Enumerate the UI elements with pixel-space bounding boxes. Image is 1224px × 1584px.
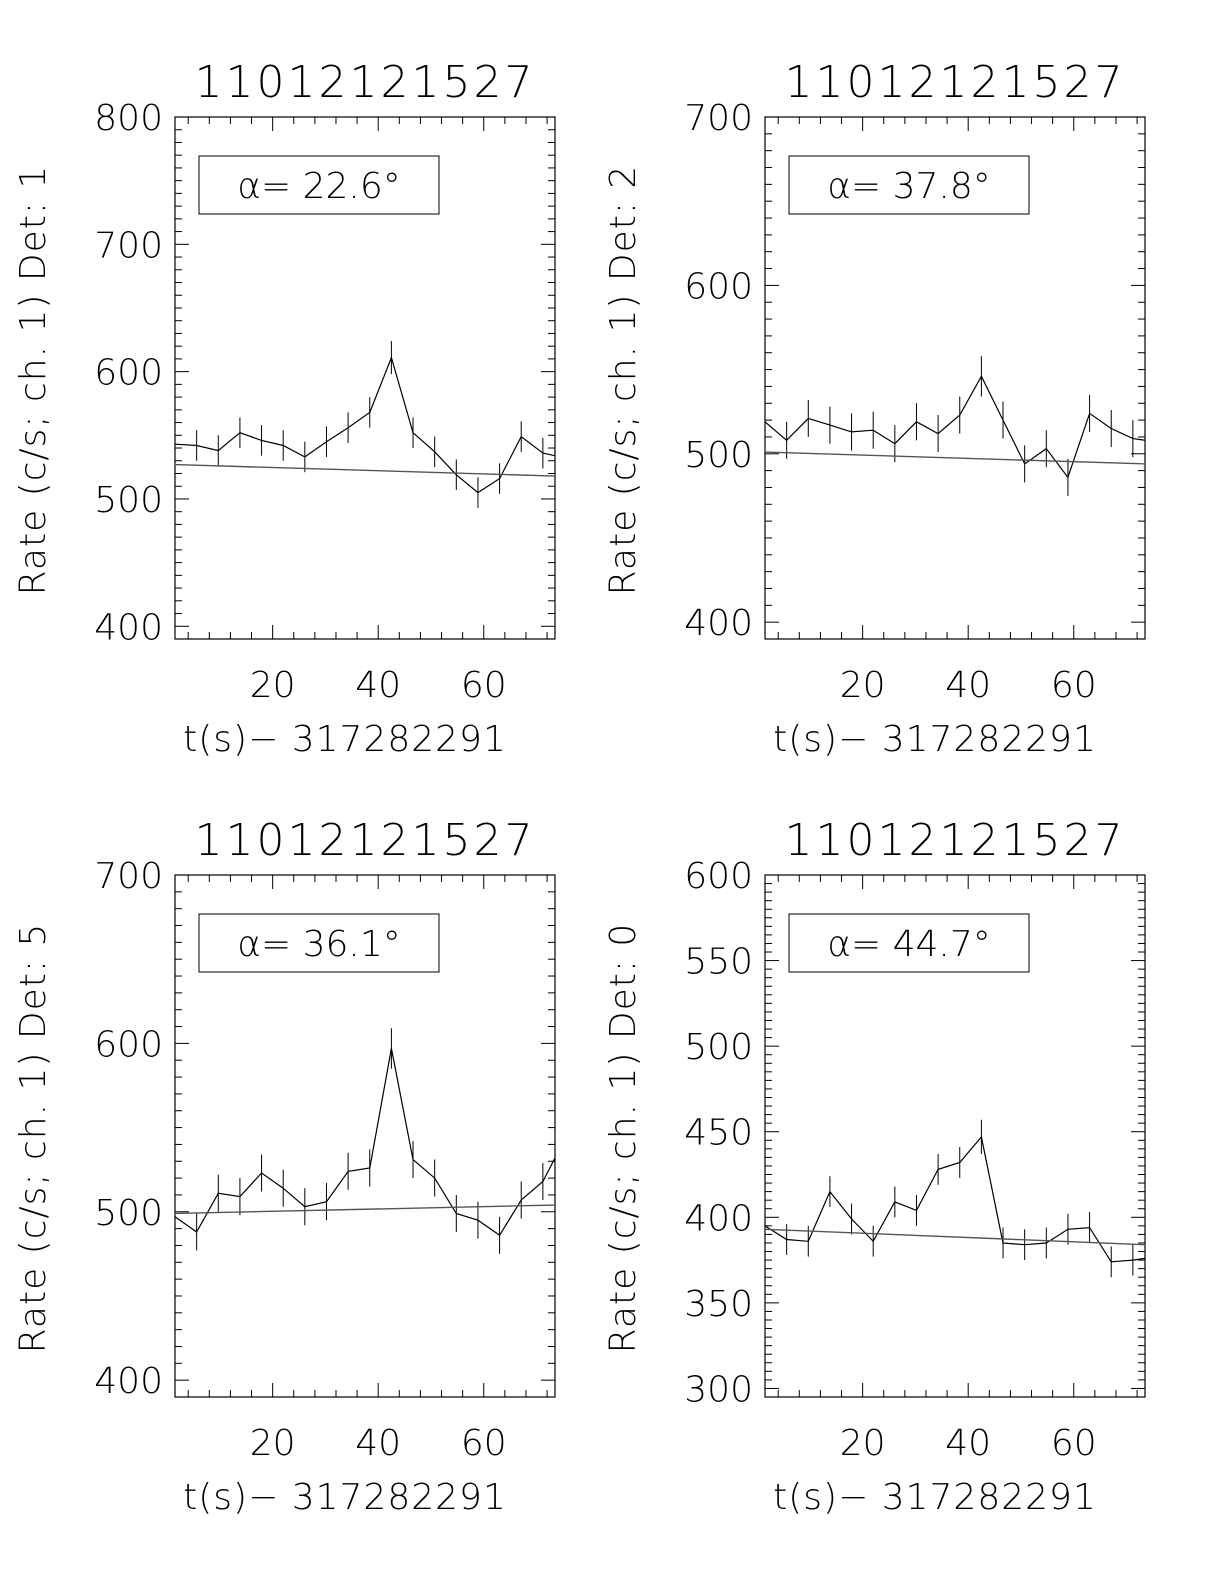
chart-title: 11012121527 [785,57,1126,108]
y-tick-label: 600 [94,353,163,394]
x-tick-label: 40 [355,1423,401,1464]
y-tick-label: 550 [684,942,753,983]
chart-title: 11012121527 [195,57,536,108]
data-line [175,1048,555,1237]
y-tick-label: 400 [684,603,753,644]
y-tick-label: 600 [684,266,753,307]
y-axis-label: Rate (c/s; ch. 1) Det: 0 [603,923,644,1354]
x-tick-label: 20 [250,1423,296,1464]
chart-panel-3: 11012121527 20 40 60 t(s)− 317282291 400 500 60… [13,815,556,1518]
y-tick-label: 500 [684,435,753,476]
annotation-label: α= 22.6° [237,166,401,207]
x-tick-label: 20 [840,1423,886,1464]
x-tick-label: 20 [250,665,296,706]
plot-frame [174,874,556,1398]
y-axis-label: Rate (c/s; ch. 1) Det: 1 [13,165,54,596]
plot-area [175,1028,555,1254]
y-tick-label: 350 [684,1284,753,1325]
y-tick-label: 400 [684,1198,753,1239]
annotation-box [788,155,1030,215]
y-tick-label: 700 [684,98,753,139]
x-tick-label: 40 [355,665,401,706]
chart-panel-1: 11012121527 20 40 60 t(s)− 317282291 400 500 60… [13,57,556,760]
chart-panel-2: 11012121527 20 40 60 t(s)− 317282291 400 500 60… [603,57,1146,760]
y-tick-label: 500 [94,1193,163,1234]
y-tick-label: 600 [684,856,753,897]
y-axis-label: Rate (c/s; ch. 1) Det: 2 [603,165,644,596]
y-tick-label: 500 [94,480,163,521]
annotation-box [788,913,1030,973]
chart-title: 11012121527 [785,815,1126,866]
x-tick-label: 60 [1051,665,1097,706]
plot-area [765,1119,1145,1278]
y-tick-label: 500 [684,1027,753,1068]
y-tick-label: 450 [684,1113,753,1154]
background-fit-line [765,451,1145,465]
background-fit-line [175,1204,555,1215]
x-tick-label: 60 [1051,1423,1097,1464]
x-tick-label: 60 [461,1423,507,1464]
annotation-box [198,155,440,215]
y-tick-label: 400 [94,1361,163,1402]
y-axis-label: Rate (c/s; ch. 1) Det: 5 [13,923,54,1354]
x-tick-label: 20 [840,665,886,706]
x-axis-label: t(s)− 317282291 [183,1477,507,1518]
y-tick-label: 300 [684,1369,753,1410]
y-tick-label: 700 [94,225,163,266]
x-tick-label: 40 [945,665,991,706]
chart-title: 11012121527 [195,815,536,866]
y-tick-label: 600 [94,1024,163,1065]
data-line [175,355,555,494]
annotation-box [198,913,440,973]
x-axis-label: t(s)− 317282291 [183,719,507,760]
annotation-label: α= 37.8° [827,166,991,207]
x-axis-label: t(s)− 317282291 [773,719,1097,760]
y-tick-label: 400 [94,607,163,648]
x-tick-label: 60 [461,665,507,706]
background-fit-line [765,1228,1145,1246]
background-fit-line [175,463,555,477]
plot-area [765,356,1145,496]
annotation-label: α= 36.1° [237,924,401,965]
x-axis-label: t(s)− 317282291 [773,1477,1097,1518]
chart-panel-4: 11012121527 20 40 60 t(s)− 317282291 300 350 40… [603,815,1146,1518]
y-tick-label: 800 [94,98,163,139]
y-tick-label: 700 [94,856,163,897]
annotation-label: α= 44.7° [827,924,991,965]
plot-area [175,341,555,508]
plot-frame [174,116,556,640]
plot-frame [764,874,1146,1398]
x-tick-label: 40 [945,1423,991,1464]
plot-frame [764,116,1146,640]
